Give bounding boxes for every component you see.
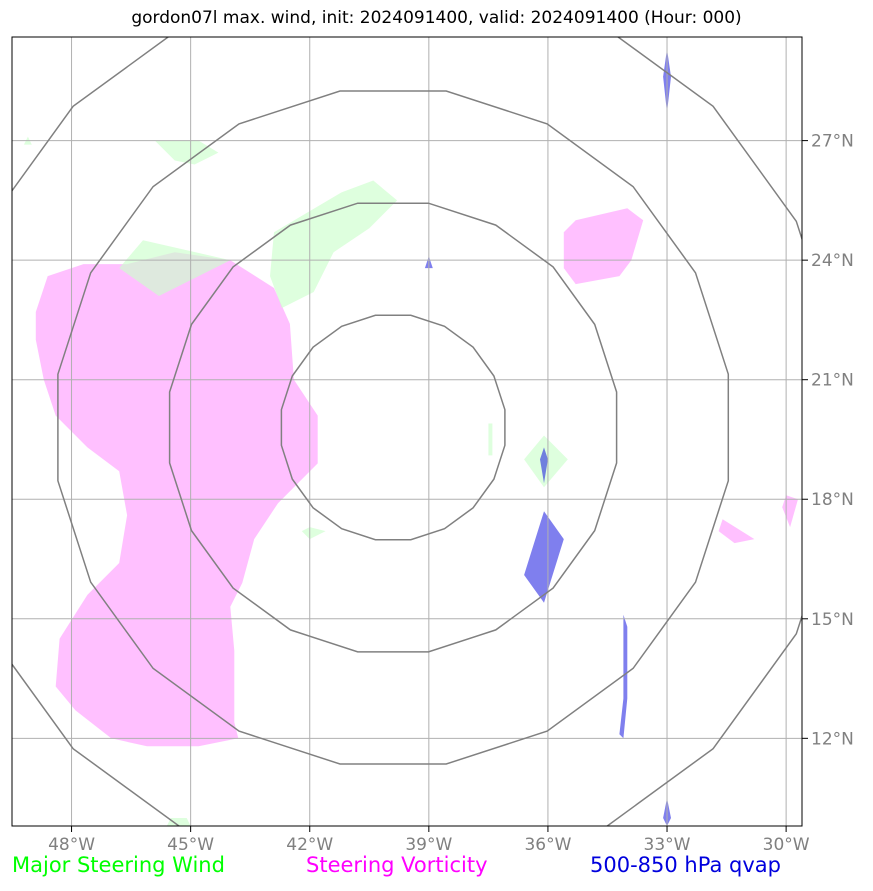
- lat-tick-label: 27°N: [811, 132, 854, 152]
- lon-tick-label: 45°W: [167, 835, 214, 855]
- lon-tick-label: 36°W: [524, 835, 571, 855]
- legend-qvap: 500-850 hPa qvap: [590, 853, 781, 877]
- lat-tick-label: 21°N: [811, 371, 854, 391]
- map-title: gordon07l max. wind, init: 2024091400, v…: [131, 8, 742, 28]
- lon-tick-label: 48°W: [48, 835, 95, 855]
- qvap-area: [619, 614, 628, 739]
- steering-wind-area: [301, 527, 326, 540]
- axis-ticks: 48°W 45°W 42°W 39°W 36°W 33°W 30°W 12°N 15°N 18°N…: [48, 132, 854, 855]
- lon-tick-label: 30°W: [763, 835, 810, 855]
- qvap-area: [540, 447, 548, 484]
- lat-tick-label: 12°N: [811, 729, 854, 749]
- lon-tick-label: 39°W: [405, 835, 452, 855]
- steering-vorticity-area: [563, 208, 644, 285]
- gridlines: [12, 37, 802, 826]
- steering-wind-area: [119, 240, 231, 296]
- range-ring: [12, 37, 802, 826]
- range-ring: [280, 314, 506, 541]
- steering-wind-area: [488, 423, 493, 456]
- map-frame: [11, 36, 803, 827]
- lat-tick-label: 15°N: [811, 610, 854, 630]
- range-ring: [168, 202, 618, 653]
- lat-tick-label: 24°N: [811, 251, 854, 271]
- lon-tick-label: 42°W: [286, 835, 333, 855]
- field-layer: [23, 49, 798, 826]
- steering-vorticity-area: [782, 495, 798, 528]
- qvap-area: [524, 511, 564, 603]
- lon-tick-label: 33°W: [644, 835, 691, 855]
- steering-wind-area: [166, 818, 191, 826]
- steering-wind-area: [154, 140, 219, 165]
- steering-wind-area: [270, 180, 398, 308]
- range-ring: [57, 90, 730, 765]
- steering-vorticity-area: [718, 519, 755, 544]
- legend-steering-vorticity: Steering Vorticity: [306, 853, 488, 877]
- legend-steering-wind: Major Steering Wind: [12, 853, 225, 877]
- lat-tick-label: 18°N: [811, 490, 854, 510]
- range-rings: [12, 37, 802, 826]
